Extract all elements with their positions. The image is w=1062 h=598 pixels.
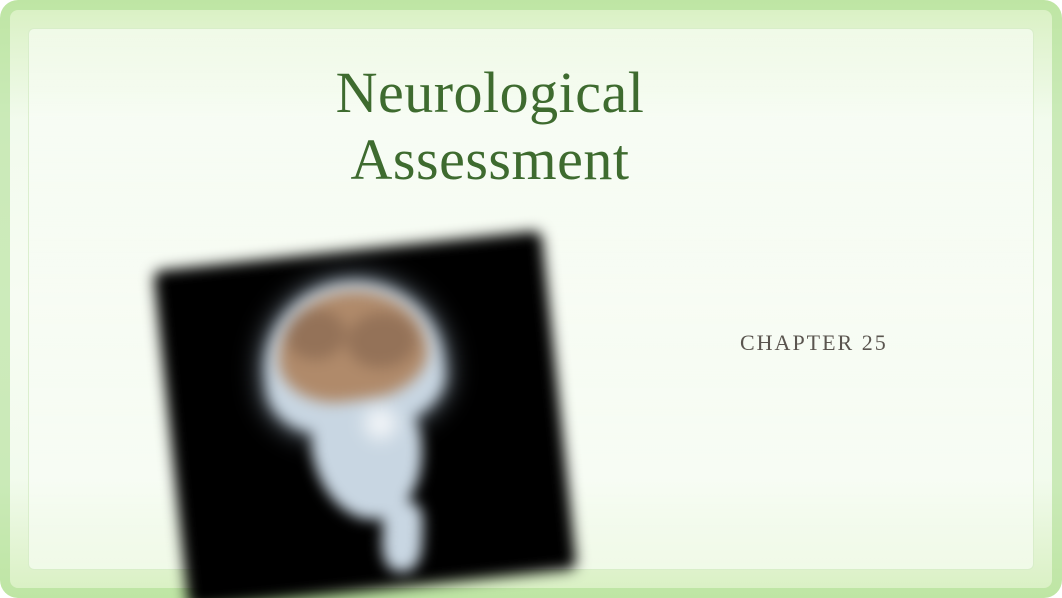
presentation-slide: Neurological Assessment CHAPTER 25 (0, 0, 1062, 598)
spine-shape (381, 501, 423, 572)
xray-skull-image (153, 231, 576, 598)
slide-title: Neurological Assessment (180, 60, 800, 193)
title-line-1: Neurological (336, 60, 645, 125)
chapter-label: CHAPTER 25 (740, 330, 888, 356)
title-line-2: Assessment (351, 127, 630, 192)
skull-illustration (245, 259, 493, 560)
